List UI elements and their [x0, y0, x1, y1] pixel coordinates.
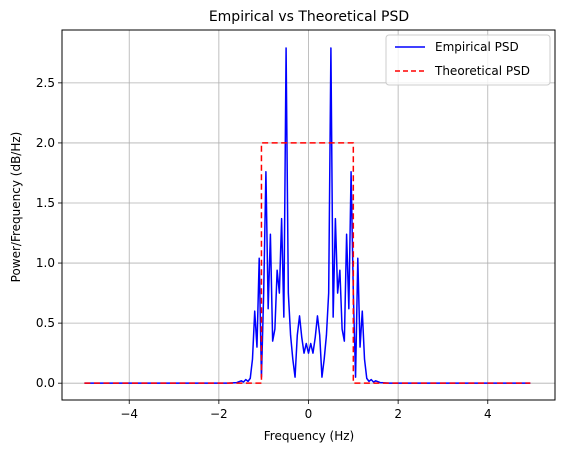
y-tick-label: 1.5 — [36, 196, 55, 210]
x-tick-label: 4 — [484, 407, 492, 421]
legend-label-empirical: Empirical PSD — [435, 40, 519, 54]
y-tick-label: 2.0 — [36, 136, 55, 150]
series-line-theoretical-psd — [84, 142, 531, 384]
legend: Empirical PSD Theoretical PSD — [385, 34, 551, 86]
axis-ticks: −4 −2 0 2 4 0.0 0.5 1.0 1.5 2.0 2.5 — [36, 76, 492, 421]
y-tick-label: 2.5 — [36, 76, 55, 90]
x-tick-label: −2 — [210, 407, 228, 421]
y-tick-label: 1.0 — [36, 256, 55, 270]
legend-box — [385, 34, 551, 86]
series-line-empirical-psd — [84, 47, 531, 384]
plot-series — [84, 47, 531, 384]
x-tick-label: −4 — [120, 407, 138, 421]
chart-title: Empirical vs Theoretical PSD — [209, 9, 409, 25]
x-tick-label: 2 — [394, 407, 402, 421]
x-tick-label: 0 — [305, 407, 313, 421]
y-axis-label: Power/Frequency (dB/Hz) — [9, 132, 23, 283]
y-tick-label: 0.0 — [36, 376, 55, 390]
legend-label-theoretical: Theoretical PSD — [434, 64, 530, 78]
x-axis-label: Frequency (Hz) — [264, 429, 355, 443]
y-tick-label: 0.5 — [36, 316, 55, 330]
